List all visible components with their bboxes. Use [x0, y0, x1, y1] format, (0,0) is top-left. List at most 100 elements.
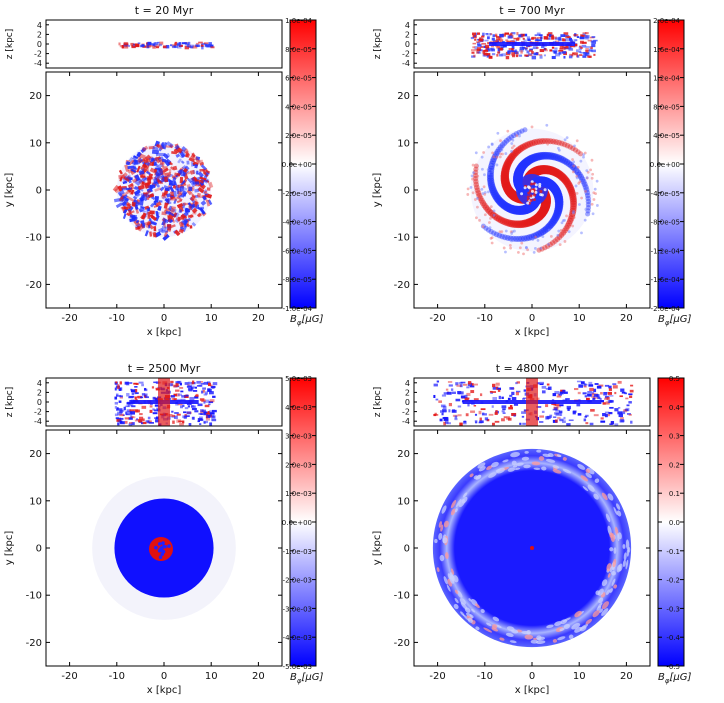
colorbar-label-main: B	[290, 672, 297, 683]
y-tick-label: 10	[29, 496, 42, 507]
y-tick-label: 10	[29, 138, 42, 149]
colorbar-tick-label: -5.0e-03	[283, 663, 312, 671]
y-axis-label: y [kpc]	[4, 531, 15, 566]
colorbar-tick-label: 4.0e-03	[285, 404, 312, 412]
z-axis-label: z [kpc]	[5, 387, 15, 417]
face-on-map	[46, 72, 282, 308]
x-tick-label: -20	[429, 671, 445, 682]
x-tick-label: 0	[161, 313, 167, 324]
z-tick-label: -4	[34, 59, 42, 68]
colorbar-tick-label: 8.0e-05	[285, 46, 312, 54]
z-tick-label: 4	[37, 21, 42, 30]
x-axis-label: x [kpc]	[147, 685, 182, 696]
y-tick-label: -10	[394, 591, 410, 602]
face-on-map	[46, 430, 282, 666]
colorbar-tick-label: 0.4	[669, 404, 681, 412]
colorbar-tick-label: -3.0e-03	[283, 605, 312, 613]
colorbar-tick-label: -4.0e-03	[283, 634, 312, 642]
colorbar-tick-label: 0.1	[669, 490, 680, 498]
x-tick-label: 10	[573, 313, 586, 324]
colorbar-label-sub: φ	[297, 319, 302, 327]
colorbar-label-main: B	[658, 672, 665, 683]
colorbar-label-unit: [μG]	[670, 314, 692, 325]
z-tick-label: 0	[405, 398, 410, 407]
x-axis-label: x [kpc]	[515, 327, 550, 338]
colorbar-label-main: B	[658, 314, 665, 325]
x-tick-label: -20	[429, 313, 445, 324]
x-tick-label: 10	[205, 671, 218, 682]
colorbar-tick-label: -0.1	[666, 548, 680, 556]
y-tick-label: 20	[397, 449, 410, 460]
colorbar-tick-label: -8.0e-05	[651, 219, 680, 227]
colorbar-tick-label: 4.0e-05	[285, 103, 312, 111]
y-tick-label: -20	[394, 280, 410, 291]
x-tick-label: -10	[477, 671, 493, 682]
z-tick-label: -4	[34, 417, 42, 426]
colorbar-tick-label: -1.2e-04	[651, 247, 681, 255]
z-tick-label: 2	[405, 30, 410, 39]
z-tick-label: -4	[402, 59, 410, 68]
colorbar-label-sub: φ	[297, 677, 302, 685]
colorbar-tick-label: 0.3	[669, 433, 680, 441]
colorbar-tick-label: -2.0e-03	[283, 577, 312, 585]
z-tick-label: 4	[405, 379, 410, 388]
x-tick-label: 20	[252, 313, 265, 324]
colorbar-tick-label: 2.0e-05	[285, 132, 312, 140]
y-tick-label: 10	[397, 138, 410, 149]
y-tick-label: -10	[394, 233, 410, 244]
y-tick-label: 10	[397, 496, 410, 507]
colorbar-tick-label: -4.0e-05	[651, 190, 680, 198]
y-tick-label: -10	[26, 233, 42, 244]
z-tick-label: -2	[34, 408, 42, 417]
edge-on-map	[414, 378, 650, 426]
colorbar-label-sub: φ	[665, 319, 670, 327]
colorbar-tick-label: -8.0e-05	[283, 276, 312, 284]
face-on-map	[414, 430, 650, 666]
panel-title: t = 2500 Myr	[128, 362, 201, 375]
colorbar-tick-label: 2.0e-04	[653, 17, 680, 25]
y-tick-label: 20	[29, 91, 42, 102]
colorbar-tick-label: -1.0e-03	[283, 548, 312, 556]
z-axis-label: z [kpc]	[373, 387, 383, 417]
y-tick-label: -20	[26, 280, 42, 291]
colorbar-tick-label: 0.0e+00	[650, 161, 680, 169]
x-tick-label: 0	[161, 671, 167, 682]
colorbar-label-main: B	[290, 314, 297, 325]
colorbar-tick-label: 1.0e-04	[285, 17, 312, 25]
y-tick-label: 20	[397, 91, 410, 102]
x-tick-label: 20	[620, 313, 633, 324]
x-axis-label: x [kpc]	[147, 327, 182, 338]
colorbar-tick-label: -0.2	[666, 577, 680, 585]
y-tick-label: 0	[36, 544, 42, 555]
edge-on-map	[46, 20, 282, 68]
colorbar-tick-label: 2.0e-03	[285, 461, 312, 469]
y-axis-label: y [kpc]	[372, 531, 383, 566]
y-tick-label: -20	[394, 638, 410, 649]
z-tick-label: 4	[405, 21, 410, 30]
colorbar-label-unit: [μG]	[302, 672, 324, 683]
colorbar-tick-label: -2.0e-04	[651, 305, 681, 313]
x-tick-label: 0	[529, 671, 535, 682]
colorbar-tick-label: 5.0e-03	[285, 375, 312, 383]
z-tick-label: 4	[37, 379, 42, 388]
colorbar-tick-label: 1.0e-03	[285, 490, 312, 498]
colorbar-tick-label: 1.6e-04	[653, 46, 680, 54]
x-tick-label: 20	[620, 671, 633, 682]
y-tick-label: -10	[26, 591, 42, 602]
z-tick-label: -2	[34, 50, 42, 59]
x-tick-label: 20	[252, 671, 265, 682]
y-tick-label: 0	[404, 544, 410, 555]
colorbar-tick-label: 0.5	[669, 375, 680, 383]
x-tick-label: 10	[573, 671, 586, 682]
colorbar-label: Bφ[μG]	[290, 314, 324, 327]
colorbar-tick-label: -0.3	[666, 605, 680, 613]
x-tick-label: 0	[529, 313, 535, 324]
panel-title: t = 700 Myr	[499, 4, 565, 17]
colorbar-tick-label: -2.0e-05	[283, 190, 312, 198]
colorbar-tick-label: -0.4	[666, 634, 680, 642]
colorbar-tick-label: 0.0	[669, 519, 680, 527]
